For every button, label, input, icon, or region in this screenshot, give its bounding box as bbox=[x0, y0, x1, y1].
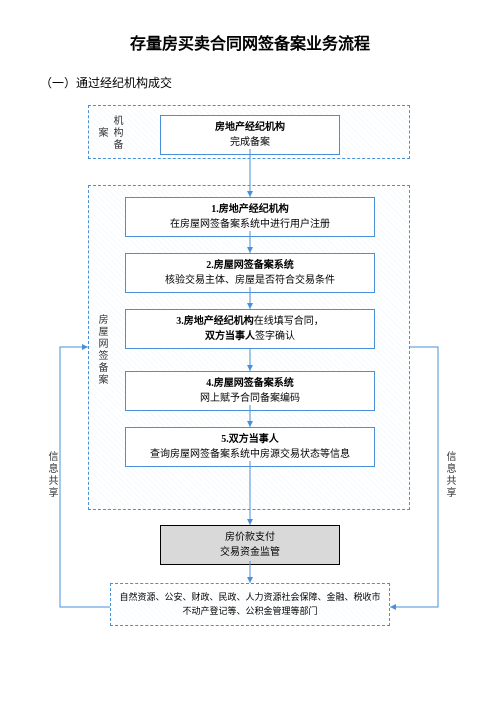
node-step4: 4.房屋网签备案系统 网上赋予合同备案编码 bbox=[125, 371, 375, 411]
label-group2: 房屋网签备案 bbox=[94, 295, 109, 405]
label-share-left: 信息共享 bbox=[44, 435, 59, 515]
node0-sub: 完成备案 bbox=[230, 137, 270, 148]
node-step3: 3.房地产经纪机构在线填写合同， 双方当事人签字确认 bbox=[125, 309, 375, 349]
node-agency-register: 房地产经纪机构 完成备案 bbox=[160, 115, 340, 155]
node1-title: 1.房地产经纪机构 bbox=[211, 204, 289, 215]
node2-title: 2.房屋网签备案系统 bbox=[206, 260, 294, 271]
flowchart-canvas: 机构备案 房地产经纪机构 完成备案 房屋网签备案 1.房地产经纪机构 在房屋网签… bbox=[40, 105, 460, 665]
page-title: 存量房买卖合同网签备案业务流程 bbox=[40, 30, 460, 54]
node6-l1: 房价款支付 bbox=[225, 532, 275, 543]
node4-title: 4.房屋网签备案系统 bbox=[206, 378, 294, 389]
node3-t1: 3.房地产经纪机构 bbox=[176, 316, 254, 327]
node5-sub: 查询房屋网签备案系统中房源交易状态等信息 bbox=[150, 449, 350, 460]
node0-title: 房地产经纪机构 bbox=[215, 122, 285, 133]
node5-title: 5.双方当事人 bbox=[221, 434, 279, 445]
node-payment: 房价款支付 交易资金监管 bbox=[160, 525, 340, 565]
node-departments: 自然资源、公安、财政、民政、人力资源社会保障、金融、税收市不动产登记等、公积金管… bbox=[110, 583, 390, 626]
label-share-right: 信息共享 bbox=[442, 435, 457, 515]
section-subtitle: （一）通过经纪机构成交 bbox=[40, 74, 460, 91]
node2-sub: 核验交易主体、房屋是否符合交易条件 bbox=[165, 275, 335, 286]
node3-t1b: 在线填写合同， bbox=[254, 316, 324, 327]
node1-sub: 在房屋网签备案系统中进行用户注册 bbox=[170, 219, 330, 230]
node-step1: 1.房地产经纪机构 在房屋网签备案系统中进行用户注册 bbox=[125, 197, 375, 237]
node-step5: 5.双方当事人 查询房屋网签备案系统中房源交易状态等信息 bbox=[125, 427, 375, 467]
node3-t2: 双方当事人 bbox=[205, 331, 255, 342]
node3-t2b: 签字确认 bbox=[255, 331, 295, 342]
node6-l2: 交易资金监管 bbox=[220, 547, 280, 558]
node4-sub: 网上赋予合同备案编码 bbox=[200, 393, 300, 404]
label-group1: 机构备案 bbox=[94, 113, 124, 153]
node-step2: 2.房屋网签备案系统 核验交易主体、房屋是否符合交易条件 bbox=[125, 253, 375, 293]
